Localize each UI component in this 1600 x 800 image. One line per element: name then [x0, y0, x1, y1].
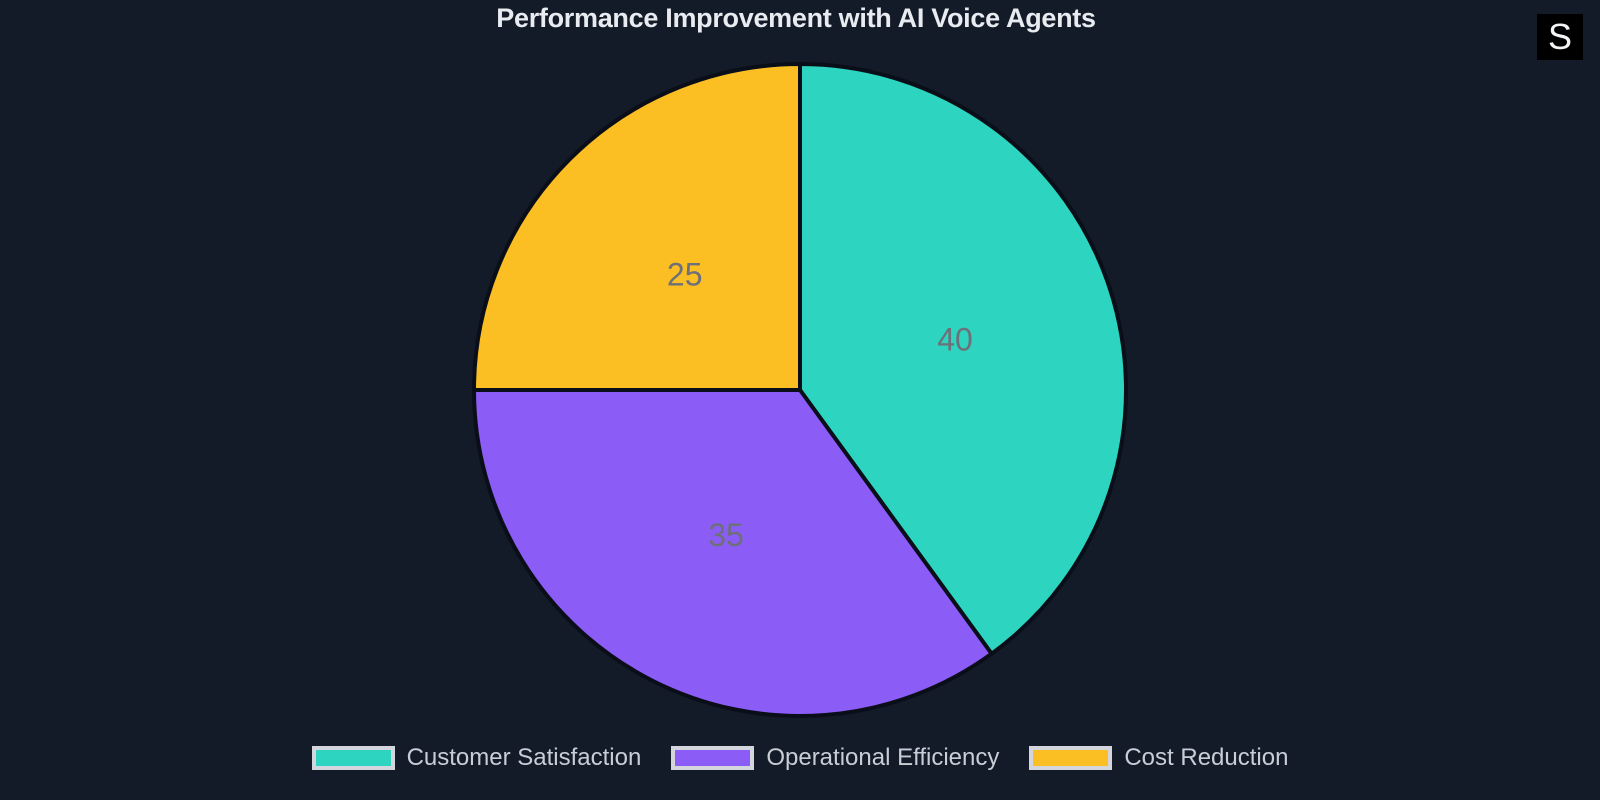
pie-slice-customer-satisfaction[interactable]	[798, 62, 1128, 656]
pie-slice-cost-reduction[interactable]	[472, 62, 802, 392]
pie-value-label-operational-efficiency: 35	[708, 517, 744, 553]
legend-item-operational-efficiency[interactable]: Operational Efficiency	[671, 744, 999, 773]
pie-value-label-cost-reduction: 25	[667, 257, 703, 293]
legend: Customer Satisfaction Operational Effici…	[0, 744, 1600, 773]
legend-swatch-cost-reduction	[1029, 746, 1113, 771]
pie-value-label-customer-satisfaction: 40	[937, 322, 973, 358]
legend-label-customer-satisfaction: Customer Satisfaction	[406, 744, 642, 771]
legend-item-cost-reduction[interactable]: Cost Reduction	[1029, 744, 1288, 773]
chart-title: Performance Improvement with AI Voice Ag…	[496, 3, 1096, 33]
legend-label-cost-reduction: Cost Reduction	[1124, 744, 1289, 771]
legend-swatch-operational-efficiency	[671, 746, 755, 771]
pie-slice-operational-efficiency[interactable]	[472, 388, 994, 718]
pie-chart: 40 35 25	[472, 62, 1128, 718]
legend-item-customer-satisfaction[interactable]: Customer Satisfaction	[311, 744, 642, 773]
legend-swatch-customer-satisfaction	[311, 746, 395, 771]
logo-letter: S	[1547, 16, 1572, 57]
logo-badge: S	[1537, 14, 1583, 60]
legend-label-operational-efficiency: Operational Efficiency	[766, 744, 1000, 771]
